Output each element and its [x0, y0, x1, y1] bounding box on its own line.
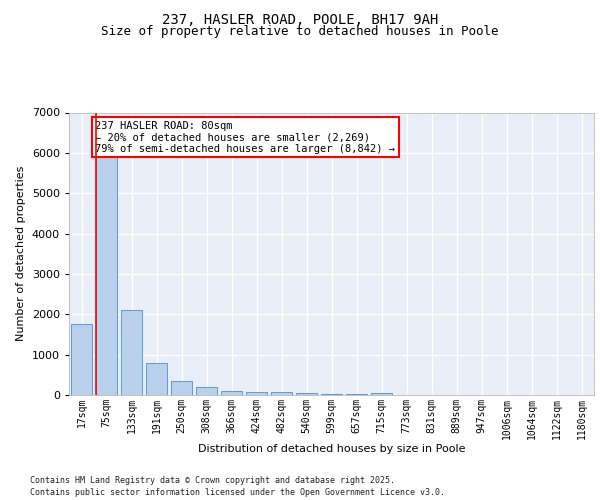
Bar	[246, 392, 267, 395]
Bar	[371, 393, 392, 395]
Bar	[171, 381, 192, 395]
X-axis label: Distribution of detached houses by size in Poole: Distribution of detached houses by size …	[198, 444, 465, 454]
Bar	[221, 390, 242, 395]
Text: Contains HM Land Registry data © Crown copyright and database right 2025.: Contains HM Land Registry data © Crown c…	[30, 476, 395, 485]
Bar	[121, 310, 142, 395]
Bar	[96, 155, 117, 395]
Y-axis label: Number of detached properties: Number of detached properties	[16, 166, 26, 342]
Text: 237 HASLER ROAD: 80sqm
← 20% of detached houses are smaller (2,269)
79% of semi-: 237 HASLER ROAD: 80sqm ← 20% of detached…	[95, 120, 395, 154]
Text: 237, HASLER ROAD, POOLE, BH17 9AH: 237, HASLER ROAD, POOLE, BH17 9AH	[162, 12, 438, 26]
Bar	[146, 362, 167, 395]
Bar	[196, 387, 217, 395]
Bar	[296, 393, 317, 395]
Bar	[346, 394, 367, 395]
Text: Size of property relative to detached houses in Poole: Size of property relative to detached ho…	[101, 25, 499, 38]
Bar	[321, 394, 342, 395]
Text: Contains public sector information licensed under the Open Government Licence v3: Contains public sector information licen…	[30, 488, 445, 497]
Bar	[71, 324, 92, 395]
Bar	[271, 392, 292, 395]
